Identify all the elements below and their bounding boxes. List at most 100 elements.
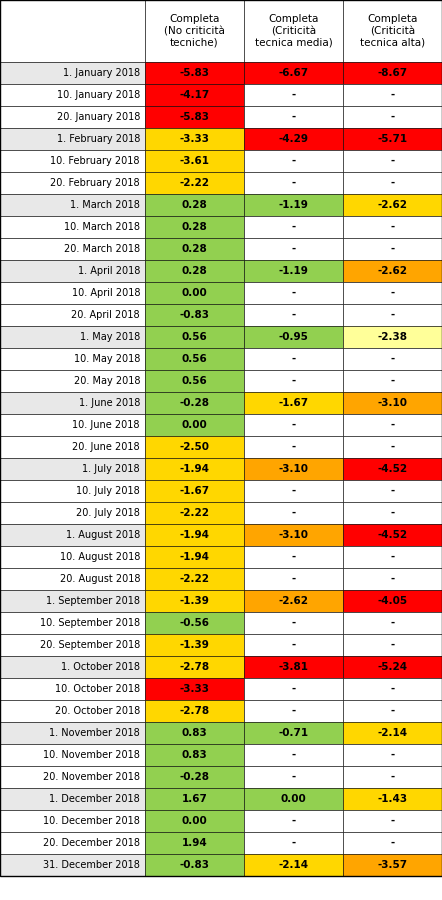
Text: 0.83: 0.83 [182, 728, 207, 738]
Bar [343, 150, 442, 172]
Bar [343, 348, 442, 370]
Bar [145, 216, 244, 238]
Text: 20. May 2018: 20. May 2018 [73, 376, 140, 386]
Text: -: - [291, 486, 296, 496]
Text: -4.17: -4.17 [179, 90, 210, 100]
Bar [244, 612, 343, 634]
Bar [343, 700, 442, 722]
Text: 1. August 2018: 1. August 2018 [66, 530, 140, 540]
Text: -2.14: -2.14 [377, 728, 408, 738]
Bar [0, 392, 145, 414]
Text: -: - [390, 90, 395, 100]
Text: -2.22: -2.22 [179, 574, 210, 584]
Text: 0.00: 0.00 [281, 794, 306, 804]
Bar [145, 304, 244, 326]
Text: 1. February 2018: 1. February 2018 [57, 134, 140, 144]
Bar [343, 568, 442, 590]
Bar [343, 854, 442, 876]
Text: -: - [390, 354, 395, 364]
Text: -3.10: -3.10 [278, 464, 309, 474]
Bar [244, 62, 343, 84]
Bar [343, 480, 442, 502]
Bar [343, 216, 442, 238]
Bar [145, 84, 244, 106]
Bar [343, 634, 442, 656]
Bar [0, 700, 145, 722]
Text: 10. June 2018: 10. June 2018 [72, 420, 140, 430]
Bar [145, 348, 244, 370]
Text: -: - [390, 178, 395, 188]
Text: 1. May 2018: 1. May 2018 [80, 332, 140, 342]
Bar [0, 370, 145, 392]
Bar [0, 546, 145, 568]
Bar [145, 722, 244, 744]
Bar [244, 546, 343, 568]
Bar [244, 106, 343, 128]
Bar [244, 810, 343, 832]
Bar [343, 502, 442, 524]
Bar [145, 392, 244, 414]
Text: -: - [390, 816, 395, 826]
Text: 10. March 2018: 10. March 2018 [64, 222, 140, 232]
Bar [244, 84, 343, 106]
Text: -0.56: -0.56 [179, 618, 210, 628]
Bar [0, 304, 145, 326]
Text: -: - [390, 772, 395, 782]
Text: -3.33: -3.33 [179, 684, 210, 694]
Bar [145, 766, 244, 788]
Bar [145, 634, 244, 656]
Bar [244, 238, 343, 260]
Text: 0.28: 0.28 [182, 266, 207, 276]
Bar [343, 722, 442, 744]
Bar [145, 568, 244, 590]
Bar [145, 480, 244, 502]
Bar [145, 172, 244, 194]
Text: -: - [291, 244, 296, 254]
Text: -2.38: -2.38 [377, 332, 408, 342]
Bar [0, 436, 145, 458]
Bar [244, 568, 343, 590]
Bar [343, 590, 442, 612]
Text: 0.56: 0.56 [182, 332, 207, 342]
Text: 20. March 2018: 20. March 2018 [64, 244, 140, 254]
Bar [343, 436, 442, 458]
Text: 10. October 2018: 10. October 2018 [55, 684, 140, 694]
Text: 20. November 2018: 20. November 2018 [43, 772, 140, 782]
Text: -: - [291, 706, 296, 716]
Bar [0, 326, 145, 348]
Bar [244, 194, 343, 216]
Text: -2.62: -2.62 [377, 200, 408, 210]
Text: 1. October 2018: 1. October 2018 [61, 662, 140, 672]
Bar [145, 524, 244, 546]
Bar [0, 766, 145, 788]
Bar [0, 854, 145, 876]
Text: -1.39: -1.39 [179, 596, 210, 606]
Text: -5.71: -5.71 [377, 134, 408, 144]
Bar [145, 612, 244, 634]
Bar [244, 414, 343, 436]
Bar [244, 370, 343, 392]
Text: 10. January 2018: 10. January 2018 [57, 90, 140, 100]
Text: -5.24: -5.24 [377, 662, 408, 672]
Text: 10. April 2018: 10. April 2018 [72, 288, 140, 298]
Bar [244, 304, 343, 326]
Bar [145, 106, 244, 128]
Text: Completa
(No criticità
tecniche): Completa (No criticità tecniche) [164, 14, 225, 48]
Text: -: - [291, 816, 296, 826]
Bar [145, 810, 244, 832]
Bar [343, 788, 442, 810]
Text: 0.56: 0.56 [182, 376, 207, 386]
Bar [0, 788, 145, 810]
Text: -1.67: -1.67 [278, 398, 309, 408]
Bar [343, 524, 442, 546]
Bar [0, 612, 145, 634]
Text: -4.29: -4.29 [278, 134, 309, 144]
Bar [0, 348, 145, 370]
Bar [0, 524, 145, 546]
Bar [145, 502, 244, 524]
Bar [0, 106, 145, 128]
Text: -: - [390, 552, 395, 562]
Text: -: - [291, 420, 296, 430]
Text: -3.57: -3.57 [377, 860, 408, 870]
Bar [343, 238, 442, 260]
